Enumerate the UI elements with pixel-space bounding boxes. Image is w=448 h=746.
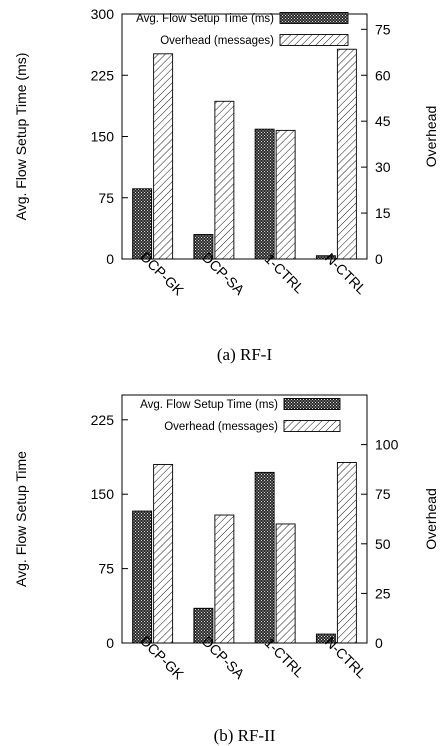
overhead-bar-dcp-gk — [153, 53, 174, 260]
setup-time-bar-1-ctrl — [254, 128, 275, 260]
y2-axis-label: Overhead — [423, 106, 439, 167]
y2-tick-label: 75 — [375, 21, 391, 37]
overhead-bar-1-ctrl — [275, 523, 296, 644]
y2-tick-label: 15 — [375, 205, 391, 221]
y2-tick-label: 100 — [375, 437, 399, 453]
y2-tick-label: 75 — [375, 486, 391, 502]
y2-tick-label: 30 — [375, 159, 391, 175]
legend-swatch — [279, 12, 349, 24]
overhead-bar-dcp-gk — [153, 463, 174, 644]
y2-tick-label: 60 — [375, 67, 391, 83]
plot-frame — [121, 394, 368, 644]
overhead-bar-n-ctrl — [336, 48, 357, 260]
y-tick-label: 150 — [91, 486, 115, 502]
y-tick-label: 75 — [98, 190, 114, 206]
overhead-bar-dcp-sa — [214, 100, 235, 260]
legend-swatch — [283, 398, 341, 410]
overhead-bar-1-ctrl — [275, 129, 296, 260]
y2-tick-label: 50 — [375, 536, 391, 552]
y2-tick-label: 25 — [375, 585, 391, 601]
y2-tick-label: 45 — [375, 113, 391, 129]
legend-swatch — [283, 420, 341, 432]
chart-2: DCP-GK DCP-SA 1-CTRL N-CTRL0751502250255075… — [13, 394, 439, 745]
legend-label: Avg. Flow Setup Time (ms) — [136, 13, 274, 25]
legend: Avg. Flow Setup Time (ms) Overhead (messa… — [140, 398, 341, 433]
y-axis-label: Avg. Flow Setup Time — [13, 451, 29, 587]
setup-time-bar-dcp-gk — [132, 510, 153, 644]
legend-label: Overhead (messages) — [160, 35, 274, 47]
chart-1: DCP-GK DCP-SA 1-CTRL N-CTRL0751502253000153… — [13, 6, 439, 364]
legend: Avg. Flow Setup Time (ms) Overhead (messa… — [136, 12, 349, 47]
y-tick-label: 0 — [106, 635, 114, 651]
legend-label: Avg. Flow Setup Time (ms) — [140, 399, 278, 411]
y2-axis-label: Overhead — [423, 488, 439, 549]
legend-label: Overhead (messages) — [164, 421, 278, 433]
overhead-bar-dcp-sa — [214, 514, 235, 644]
y-tick-label: 225 — [91, 67, 115, 83]
y-tick-label: 300 — [91, 6, 115, 22]
y-tick-label: 75 — [98, 561, 114, 577]
chart-caption: (a) RF-I — [217, 345, 273, 364]
y-tick-label: 225 — [91, 412, 115, 428]
overhead-bar-n-ctrl — [336, 462, 357, 644]
legend-swatch — [279, 34, 349, 46]
y2-tick-label: 0 — [375, 251, 383, 267]
y-tick-label: 150 — [91, 129, 115, 145]
setup-time-bar-1-ctrl — [254, 471, 275, 644]
chart-caption: (b) RF-II — [214, 726, 276, 745]
y-tick-label: 0 — [106, 251, 114, 267]
y-axis-label: Avg. Flow Setup Time (ms) — [13, 53, 29, 221]
y2-tick-label: 0 — [375, 635, 383, 651]
